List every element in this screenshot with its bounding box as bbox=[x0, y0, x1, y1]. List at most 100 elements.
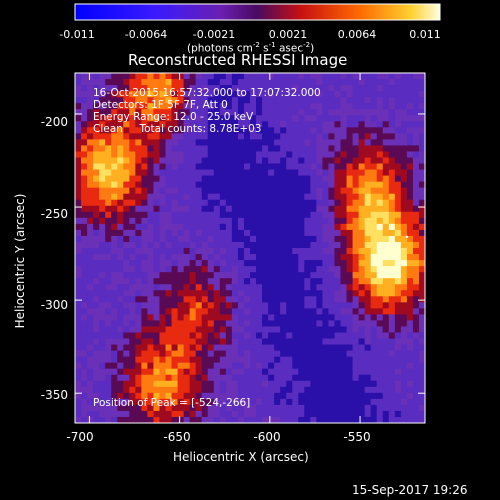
heatmap-cell bbox=[165, 302, 172, 309]
heatmap-cell bbox=[177, 205, 185, 213]
heatmap-cell bbox=[87, 314, 94, 321]
heatmap-cell bbox=[141, 314, 148, 321]
heatmap-cell bbox=[280, 205, 287, 213]
heatmap-cell bbox=[400, 145, 408, 152]
heatmap-cell bbox=[87, 229, 94, 237]
heatmap-cell bbox=[382, 175, 390, 183]
heatmap-cell bbox=[400, 308, 408, 315]
heatmap-cell bbox=[207, 235, 215, 243]
heatmap-cell bbox=[141, 121, 148, 128]
heatmap-cell bbox=[225, 235, 233, 243]
heatmap-cell bbox=[328, 85, 335, 92]
y-tick-label: -300 bbox=[40, 298, 68, 312]
heatmap-cell bbox=[274, 380, 281, 388]
heatmap-cell bbox=[183, 175, 191, 183]
heatmap-cell bbox=[286, 386, 293, 394]
heatmap-cell bbox=[159, 205, 166, 213]
heatmap-cell bbox=[213, 145, 221, 152]
heatmap-cell bbox=[195, 404, 203, 412]
heatmap-cell bbox=[256, 187, 263, 195]
heatmap-cell bbox=[219, 127, 227, 134]
heatmap-cell bbox=[219, 97, 227, 104]
heatmap-cell bbox=[183, 199, 191, 207]
heatmap-cell bbox=[394, 284, 402, 291]
detectors-annotation: Detectors: 1F 5F 7F, Att 0 bbox=[93, 99, 228, 111]
heatmap-cell bbox=[280, 217, 287, 225]
heatmap-cell bbox=[280, 199, 287, 207]
heatmap-cell bbox=[93, 229, 100, 237]
heatmap-cell bbox=[316, 97, 323, 104]
heatmap-cell bbox=[147, 175, 154, 183]
heatmap-cell bbox=[207, 356, 215, 364]
heatmap-cell bbox=[237, 175, 245, 183]
heatmap-cell bbox=[171, 169, 178, 176]
heatmap-cell bbox=[394, 326, 402, 333]
heatmap-cell bbox=[165, 260, 172, 267]
heatmap-cell bbox=[340, 356, 347, 364]
heatmap-cell bbox=[340, 350, 347, 358]
heatmap-cell bbox=[364, 350, 372, 358]
heatmap-cell bbox=[334, 356, 341, 364]
heatmap-cell bbox=[412, 145, 420, 152]
heatmap-cell bbox=[147, 290, 154, 297]
heatmap-cell bbox=[280, 290, 287, 297]
heatmap-cell bbox=[286, 392, 293, 400]
heatmap-cell bbox=[75, 314, 82, 321]
heatmap-cell bbox=[231, 260, 239, 267]
heatmap-cell bbox=[105, 248, 112, 255]
heatmap-cell bbox=[334, 97, 341, 104]
heatmap-cell bbox=[231, 320, 239, 327]
heatmap-cell bbox=[165, 374, 172, 382]
heatmap-cell bbox=[316, 410, 323, 418]
heatmap-cell bbox=[310, 308, 317, 315]
heatmap-cell bbox=[207, 205, 215, 213]
heatmap-cell bbox=[268, 398, 275, 406]
heatmap-cell bbox=[418, 296, 426, 303]
heatmap-cell bbox=[225, 416, 233, 424]
heatmap-cell bbox=[382, 362, 390, 370]
heatmap-cell bbox=[159, 266, 166, 273]
heatmap-cell bbox=[183, 193, 191, 201]
heatmap-cell bbox=[316, 308, 323, 315]
heatmap-cell bbox=[213, 356, 221, 364]
heatmap-cell bbox=[394, 187, 402, 195]
heatmap-cell bbox=[201, 266, 209, 273]
heatmap-cell bbox=[310, 278, 317, 285]
heatmap-cell bbox=[376, 416, 384, 424]
heatmap-cell bbox=[183, 392, 191, 400]
heatmap-cell bbox=[358, 398, 366, 406]
heatmap-cell bbox=[243, 374, 251, 382]
heatmap-cell bbox=[394, 157, 402, 164]
heatmap-cell bbox=[340, 398, 347, 406]
heatmap-cell bbox=[310, 145, 317, 152]
heatmap-cell bbox=[274, 284, 281, 291]
heatmap-cell bbox=[322, 205, 329, 213]
heatmap-cell bbox=[340, 386, 347, 394]
heatmap-cell bbox=[81, 139, 88, 146]
heatmap-cell bbox=[412, 79, 420, 86]
heatmap-cell bbox=[298, 368, 305, 376]
heatmap-cell bbox=[195, 302, 203, 309]
heatmap-cell bbox=[117, 392, 124, 400]
heatmap-cell bbox=[262, 248, 269, 255]
heatmap-cell bbox=[153, 356, 160, 364]
heatmap-cell bbox=[400, 199, 408, 207]
heatmap-cell bbox=[334, 380, 341, 388]
heatmap-cell bbox=[231, 338, 239, 345]
heatmap-cell bbox=[141, 85, 148, 92]
heatmap-cell bbox=[219, 320, 227, 327]
heatmap-cell bbox=[268, 241, 275, 249]
heatmap-cell bbox=[207, 97, 215, 104]
heatmap-cell bbox=[237, 157, 245, 164]
heatmap-cell bbox=[292, 350, 299, 358]
heatmap-cell bbox=[256, 205, 263, 213]
heatmap-cell bbox=[165, 362, 172, 370]
heatmap-cell bbox=[292, 187, 299, 195]
heatmap-cell bbox=[418, 133, 426, 140]
heatmap-cell bbox=[274, 386, 281, 394]
heatmap-cell bbox=[406, 157, 414, 164]
heatmap-cell bbox=[322, 169, 329, 176]
heatmap-cell bbox=[394, 272, 402, 279]
heatmap-cell bbox=[75, 169, 82, 176]
heatmap-cell bbox=[316, 109, 323, 116]
